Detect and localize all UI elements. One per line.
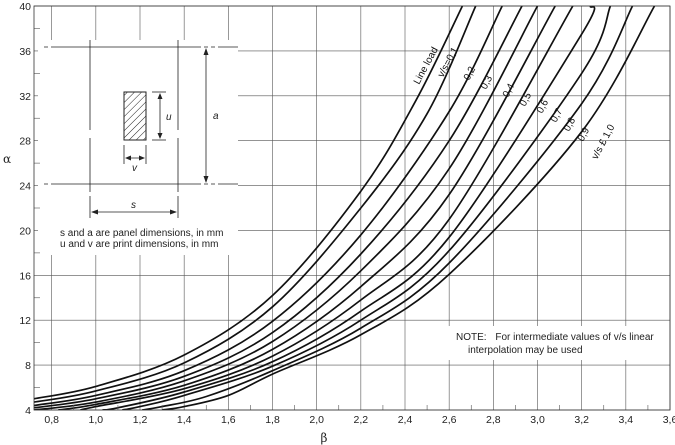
curve-label: 0,7 (549, 107, 565, 125)
y-tick-label: 20 (19, 225, 31, 237)
note-box: NOTE: For intermediate values of v/s lin… (448, 326, 654, 360)
x-tick-label: 1,4 (177, 414, 192, 426)
s-label: s (131, 200, 136, 211)
series-line (58, 6, 556, 410)
curve-label: 0,8 (562, 116, 578, 134)
note-background (448, 326, 634, 360)
x-tick-label: 2,6 (442, 414, 457, 426)
series-line (34, 6, 477, 403)
x-tick-label: 1,8 (265, 414, 280, 426)
inset-diagram: u v a s s and a are panel dimensions, in… (38, 40, 238, 255)
x-tick-label: 3,0 (530, 414, 545, 426)
y-tick-label: 28 (19, 136, 31, 148)
series-line (34, 6, 464, 400)
x-tick-label: 2,8 (486, 414, 501, 426)
curve-label: 0,5 (518, 91, 534, 109)
x-tick-label: 1,2 (133, 414, 148, 426)
x-tick-label: 1,6 (221, 414, 236, 426)
x-tick-label: 2,2 (354, 414, 369, 426)
series-line (122, 6, 612, 410)
s-arrow-left (91, 209, 98, 215)
series-line (34, 6, 539, 410)
u-arrow-up (157, 93, 163, 99)
series-line (34, 6, 503, 407)
y-tick-label: 8 (25, 360, 31, 372)
a-arrow-up (203, 48, 209, 55)
x-axis-title: β (321, 431, 328, 445)
x-tick-label: 0,8 (44, 414, 59, 426)
inset-background (38, 40, 238, 255)
curve-label: 0,2 (462, 65, 478, 83)
plot-frame (33, 5, 671, 411)
u-label: u (166, 112, 172, 123)
v-label: v (132, 163, 138, 174)
v-arrow-right (139, 155, 145, 161)
x-tick-label: 2,4 (398, 414, 413, 426)
series-line (34, 6, 523, 409)
curve-label: v/s £ 1,0 (590, 122, 618, 161)
x-tick-label: 3,6 (663, 414, 675, 426)
x-tick-label: 1,0 (89, 414, 104, 426)
y-tick-label: 32 (19, 91, 31, 103)
y-tick-label: 4 (25, 405, 31, 417)
y-axis-title: α (3, 152, 11, 166)
s-arrow-right (170, 209, 177, 215)
note-line2: interpolation may be used (468, 345, 583, 356)
curve-label: 0,4 (501, 82, 517, 100)
series-line (80, 6, 574, 410)
curve-label: 0,3 (479, 74, 495, 92)
y-tick-label: 24 (19, 181, 31, 193)
axes: 0,8 1,0 1,2 1,4 1,6 1,8 2,0 2,2 2,4 2,6 2,8 3,0 3,2 3… (3, 1, 675, 445)
v-arrow-left (125, 155, 131, 161)
inset-caption-line2: u and v are print dimensions, in mm (60, 239, 218, 250)
note-prefix: NOTE: (456, 332, 487, 343)
series-line (161, 6, 656, 410)
curves (34, 6, 656, 410)
y-tick-label: 40 (19, 1, 31, 13)
x-tick-label: 3,2 (574, 414, 589, 426)
series-line (102, 6, 596, 410)
y-tick-label: 16 (19, 270, 31, 282)
note-line1: NOTE: For intermediate values of v/s lin… (456, 332, 654, 343)
y-tick-label: 12 (19, 315, 31, 327)
x-tick-label: 2,0 (309, 414, 324, 426)
series-line (142, 6, 634, 410)
note-line1-text: For intermediate values of v/s linear (495, 332, 654, 343)
x-tick-label: 3,4 (619, 414, 634, 426)
a-arrow-down (203, 176, 209, 183)
a-label: a (213, 111, 219, 122)
print-rectangle (123, 91, 147, 141)
inset-caption-line1: s and a are panel dimensions, in mm (60, 228, 223, 239)
y-tick-label: 36 (19, 46, 31, 58)
u-arrow-down (157, 133, 163, 139)
